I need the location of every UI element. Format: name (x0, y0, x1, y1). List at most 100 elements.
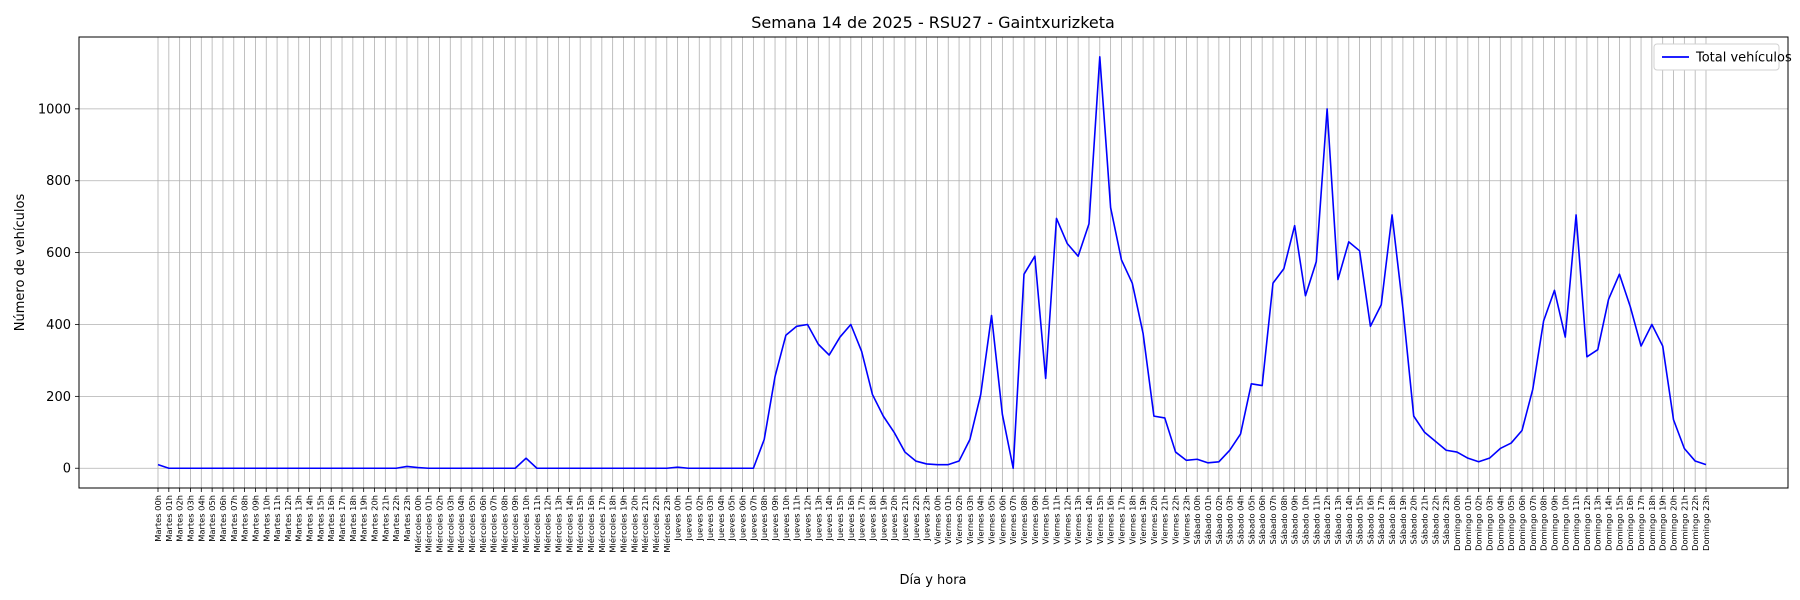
x-tick-label: Domingo 09h (1549, 495, 1559, 551)
x-tick-label: Miércoles 06h (478, 495, 488, 553)
x-tick-label: Martes 23h (402, 495, 412, 542)
x-tick-label: Miércoles 16h (586, 495, 596, 553)
x-tick-label: Domingo 14h (1604, 495, 1614, 551)
y-tick-label: 600 (46, 246, 71, 261)
x-tick-label: Viernes 08h (1019, 495, 1029, 544)
x-tick-label: Sábado 10h (1300, 495, 1310, 545)
x-tick-label: Martes 17h (337, 495, 347, 542)
x-tick-label: Martes 09h (250, 495, 260, 542)
x-tick-label: Miércoles 18h (608, 495, 618, 553)
x-tick-label: Miércoles 07h (489, 495, 499, 553)
x-tick-label: Domingo 10h (1560, 495, 1570, 551)
x-tick-label: Miércoles 08h (499, 495, 509, 553)
x-tick-label: Miércoles 02h (434, 495, 444, 553)
x-tick-label: Domingo 22h (1690, 495, 1700, 551)
x-tick-label: Sábado 23h (1441, 495, 1451, 545)
x-tick-label: Domingo 01h (1463, 495, 1473, 551)
legend: Total vehículos (1653, 43, 1792, 71)
x-tick-label: Miércoles 20h (629, 495, 639, 553)
x-tick-label: Martes 12h (283, 495, 293, 542)
x-tick-label: Domingo 17h (1636, 495, 1646, 551)
x-tick-label: Miércoles 03h (445, 495, 455, 553)
x-tick-label: Sábado 13h (1333, 495, 1343, 545)
x-tick-label: Martes 06h (218, 495, 228, 542)
x-tick-label: Martes 00h (153, 495, 163, 542)
x-tick-label: Sábado 20h (1409, 495, 1419, 545)
x-tick-label: Martes 02h (175, 495, 185, 542)
x-tick-label: Sábado 19h (1398, 495, 1408, 545)
y-tick-label: 200 (46, 390, 71, 405)
x-tick-label: Sábado 22h (1430, 495, 1440, 545)
x-tick-label: Domingo 05h (1506, 495, 1516, 551)
x-tick-label: Miércoles 12h (543, 495, 553, 553)
x-tick-label: Sábado 03h (1225, 495, 1235, 545)
x-tick-label: Sábado 07h (1268, 495, 1278, 545)
x-axis-ticks: Martes 00h Martes 01h Martes 02h Martes 03h… (153, 488, 1711, 553)
x-tick-label: Sábado 04h (1236, 495, 1246, 545)
x-tick-label: Viernes 15h (1095, 495, 1105, 544)
x-tick-label: Domingo 03h (1484, 495, 1494, 551)
x-tick-label: Domingo 11h (1571, 495, 1581, 551)
x-tick-label: Sábado 05h (1246, 495, 1256, 545)
y-tick-label: 400 (46, 318, 71, 333)
y-tick-label: 1000 (38, 102, 71, 117)
x-tick-label: Jueves 14h (824, 495, 834, 542)
x-tick-label: Miércoles 01h (424, 495, 434, 553)
x-tick-label: Miércoles 13h (554, 495, 564, 553)
x-tick-label: Miércoles 22h (651, 495, 661, 553)
x-tick-label: Martes 22h (391, 495, 401, 542)
grid (79, 37, 1788, 488)
x-tick-label: Domingo 08h (1539, 495, 1549, 551)
x-tick-label: Viernes 03h (965, 495, 975, 544)
x-tick-label: Viernes 07h (1008, 495, 1018, 544)
legend-label: Total vehículos (1695, 51, 1792, 66)
x-tick-label: Viernes 11h (1051, 495, 1061, 544)
x-tick-label: Viernes 04h (976, 495, 986, 544)
x-tick-label: Miércoles 05h (467, 495, 477, 553)
x-tick-label: Martes 11h (272, 495, 282, 542)
x-tick-label: Jueves 00h (673, 495, 683, 542)
x-tick-label: Domingo 00h (1452, 495, 1462, 551)
x-tick-label: Miércoles 09h (510, 495, 520, 553)
x-tick-label: Domingo 06h (1517, 495, 1527, 551)
x-tick-label: Martes 07h (229, 495, 239, 542)
x-tick-label: Martes 19h (359, 495, 369, 542)
x-tick-label: Viernes 06h (997, 495, 1007, 544)
x-tick-label: Domingo 19h (1658, 495, 1668, 551)
x-tick-label: Viernes 02h (954, 495, 964, 544)
x-tick-label: Domingo 13h (1593, 495, 1603, 551)
x-tick-label: Jueves 13h (813, 495, 823, 542)
chart-title: Semana 14 de 2025 - RSU27 - Gaintxurizke… (751, 13, 1115, 32)
x-tick-label: Domingo 21h (1679, 495, 1689, 551)
x-tick-label: Domingo 18h (1647, 495, 1657, 551)
x-tick-label: Sábado 09h (1290, 495, 1300, 545)
x-tick-label: Jueves 04h (716, 495, 726, 542)
x-tick-label: Jueves 19h (878, 495, 888, 542)
x-tick-label: Miércoles 15h (575, 495, 585, 553)
x-tick-label: Viernes 05h (987, 495, 997, 544)
x-tick-label: Martes 08h (240, 495, 250, 542)
x-tick-label: Jueves 16h (846, 495, 856, 542)
x-tick-label: Jueves 15h (835, 495, 845, 542)
y-axis-ticks: 0 200 400 600 800 1000 (38, 102, 79, 477)
x-tick-label: Martes 20h (370, 495, 380, 542)
x-tick-label: Sábado 18h (1387, 495, 1397, 545)
x-tick-label: Sábado 01h (1203, 495, 1213, 545)
x-tick-label: Jueves 23h (922, 495, 932, 542)
x-tick-label: Sábado 15h (1355, 495, 1365, 545)
x-tick-label: Miércoles 10h (521, 495, 531, 553)
x-tick-label: Jueves 11h (792, 495, 802, 542)
x-tick-label: Viernes 18h (1127, 495, 1137, 544)
x-tick-label: Domingo 12h (1582, 495, 1592, 551)
x-tick-label: Sábado 21h (1420, 495, 1430, 545)
x-tick-label: Miércoles 14h (564, 495, 574, 553)
x-tick-label: Viernes 23h (1181, 495, 1191, 544)
series-line (157, 55, 1707, 470)
x-tick-label: Jueves 07h (748, 495, 758, 542)
x-tick-label: Sábado 17h (1376, 495, 1386, 545)
x-tick-label: Martes 04h (196, 495, 206, 542)
x-tick-label: Martes 18h (348, 495, 358, 542)
x-tick-label: Jueves 17h (857, 495, 867, 542)
x-tick-label: Viernes 22h (1171, 495, 1181, 544)
